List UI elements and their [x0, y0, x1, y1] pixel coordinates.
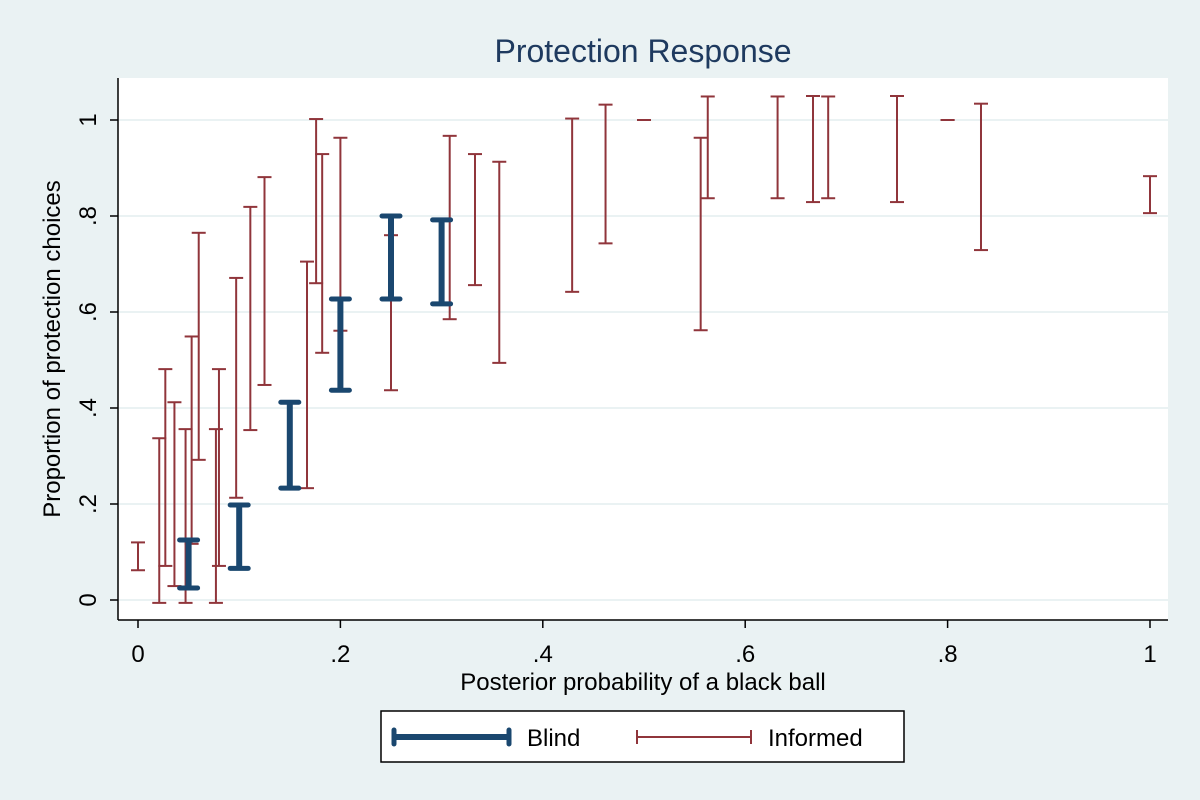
error-bar-informed: [309, 118, 324, 285]
error-bar-informed: [700, 95, 715, 200]
error-bar-informed: [131, 541, 145, 572]
error-bar-informed: [208, 428, 223, 604]
y-axis-label: Proportion of protection choices: [39, 180, 66, 518]
error-bar-informed: [243, 205, 258, 432]
error-bar-informed: [693, 136, 708, 332]
error-bar-informed: [152, 437, 167, 604]
series-blind: [177, 213, 454, 591]
error-bar-informed: [770, 95, 785, 200]
legend-label-informed: Informed: [768, 725, 863, 752]
chart-title: Protection Response: [494, 33, 791, 69]
error-bar-blind: [328, 296, 352, 393]
error-bar-informed: [229, 276, 244, 499]
x-tick-label: 0: [131, 641, 144, 668]
error-bar-informed: [178, 428, 193, 604]
error-bar-blind: [278, 399, 302, 491]
error-bar-informed: [973, 102, 988, 252]
error-bar-informed: [315, 153, 330, 354]
y-tick-label: .6: [75, 302, 102, 322]
y-tick-label: .2: [75, 494, 102, 514]
axes: 0 .2 .4 .6 .8 1 0 .2 .4 .6 .8 1: [75, 78, 1168, 668]
legend-label-blind: Blind: [527, 725, 580, 752]
error-bar-informed: [598, 103, 613, 245]
error-bar-informed: [890, 95, 904, 204]
error-bar-informed: [565, 117, 580, 293]
error-bar-informed: [158, 368, 173, 567]
error-bar-blind: [177, 537, 201, 591]
error-bar-blind: [227, 502, 251, 571]
error-bar-blind: [379, 213, 403, 302]
x-tick-label: 1: [1143, 641, 1156, 668]
error-bar-informed: [300, 260, 315, 490]
y-tick-label: 1: [75, 113, 102, 126]
error-bar-informed: [191, 231, 206, 461]
x-tick-label: .8: [938, 641, 958, 668]
legend-key-informed: [636, 730, 752, 744]
y-tick-label: .8: [75, 206, 102, 226]
x-tick-label: .2: [330, 641, 350, 668]
x-tick-label: .6: [735, 641, 755, 668]
error-bar-informed: [211, 368, 226, 567]
series-informed: [131, 95, 1157, 604]
y-tick-label: 0: [75, 593, 102, 606]
error-bar-informed: [821, 95, 836, 200]
error-bar-informed: [806, 95, 821, 204]
error-bar-informed: [492, 160, 507, 364]
legend: Blind Informed: [380, 710, 905, 763]
error-bars: [131, 95, 1157, 604]
error-bar-informed: [442, 134, 457, 321]
y-tick-label: .4: [75, 398, 102, 418]
error-bar-blind: [430, 217, 454, 307]
error-bar-informed: [467, 153, 482, 287]
legend-key-blind: [391, 727, 512, 747]
plot-area: [118, 78, 1168, 620]
error-bar-informed: [1143, 175, 1157, 215]
x-axis-label: Posterior probability of a black ball: [460, 669, 826, 696]
error-bar-informed: [257, 176, 272, 386]
x-tick-label: .4: [533, 641, 553, 668]
